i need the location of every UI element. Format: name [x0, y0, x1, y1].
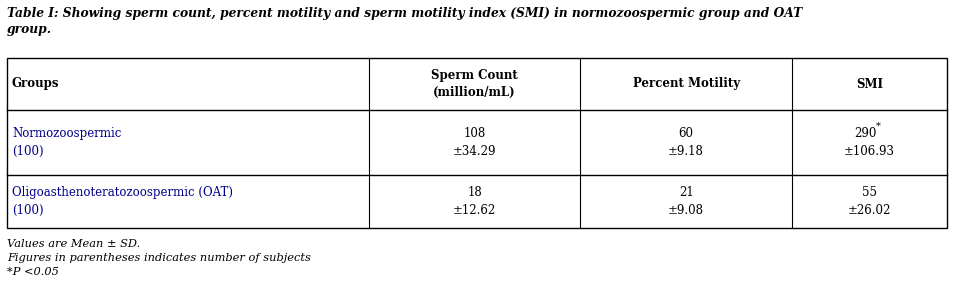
Text: Groups: Groups	[12, 78, 59, 91]
Text: Values are Mean ± SD.: Values are Mean ± SD.	[7, 239, 140, 249]
Text: Table I: Showing sperm count, percent motility and sperm motility index (SMI) in: Table I: Showing sperm count, percent mo…	[7, 7, 801, 20]
Text: Percent Motility: Percent Motility	[632, 78, 739, 91]
Text: ±12.62: ±12.62	[453, 204, 496, 217]
Text: 55: 55	[862, 186, 876, 199]
Text: Sperm Count: Sperm Count	[431, 70, 517, 83]
Text: (million/mL): (million/mL)	[433, 86, 516, 99]
Text: 18: 18	[467, 186, 481, 199]
Text: group.: group.	[7, 23, 52, 36]
Text: Figures in parentheses indicates number of subjects: Figures in parentheses indicates number …	[7, 253, 311, 263]
Text: SMI: SMI	[855, 78, 882, 91]
Text: *P <0.05: *P <0.05	[7, 267, 59, 277]
Text: (100): (100)	[12, 204, 44, 217]
Text: ±9.18: ±9.18	[667, 145, 703, 158]
Text: *: *	[875, 122, 880, 131]
Text: 21: 21	[679, 186, 693, 199]
Text: ±26.02: ±26.02	[847, 204, 890, 217]
Text: (100): (100)	[12, 145, 44, 158]
Text: ±34.29: ±34.29	[453, 145, 496, 158]
Text: ±106.93: ±106.93	[843, 145, 894, 158]
Text: Oligoasthenoteratozoospermic (OAT): Oligoasthenoteratozoospermic (OAT)	[12, 186, 233, 199]
Text: ±9.08: ±9.08	[667, 204, 703, 217]
Bar	[7, 58, 946, 228]
Text: Normozoospermic: Normozoospermic	[12, 127, 121, 140]
Text: 108: 108	[463, 127, 485, 140]
Text: 290: 290	[853, 127, 876, 140]
Text: 60: 60	[678, 127, 693, 140]
